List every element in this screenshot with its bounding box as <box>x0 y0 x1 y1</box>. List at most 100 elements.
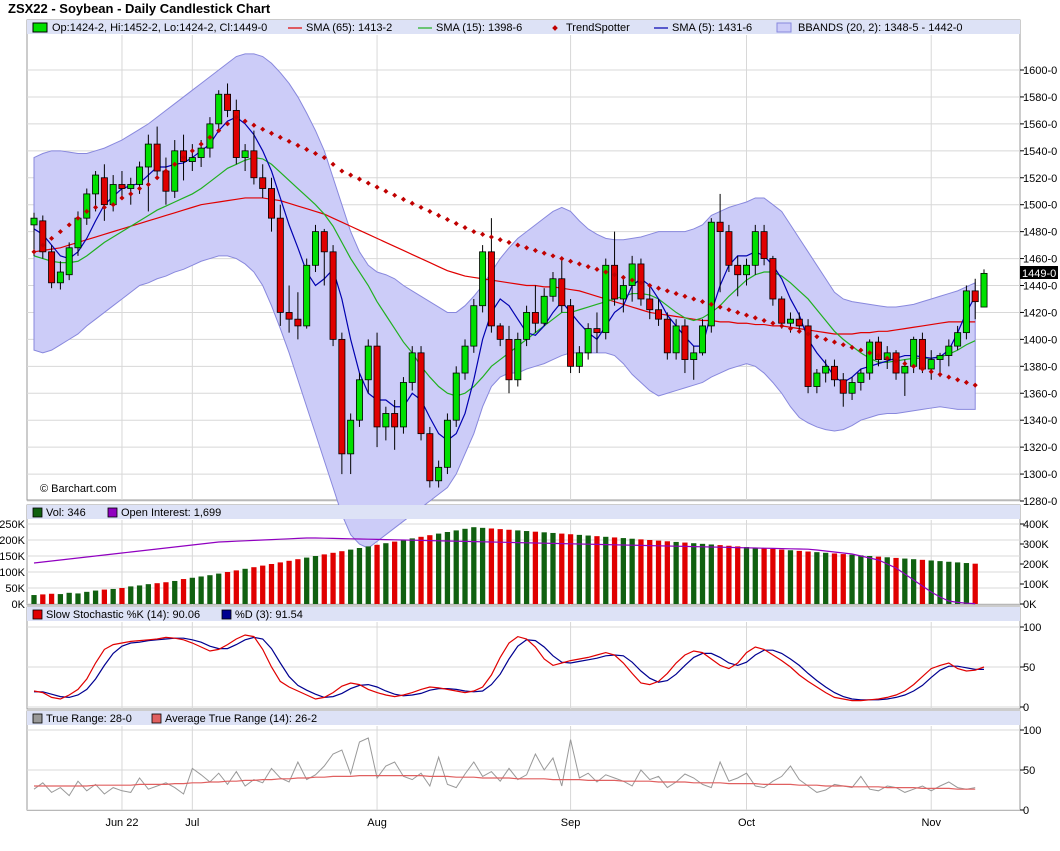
candle[interactable] <box>751 231 759 266</box>
candle[interactable] <box>584 328 592 354</box>
candle[interactable] <box>56 271 64 284</box>
volume-bar[interactable] <box>418 536 424 604</box>
candle[interactable] <box>443 419 451 468</box>
candle[interactable] <box>549 278 557 297</box>
volume-bar[interactable] <box>831 553 838 604</box>
volume-bar[interactable] <box>910 559 917 604</box>
volume-bar[interactable] <box>506 529 512 604</box>
volume-bar[interactable] <box>233 570 239 604</box>
volume-bar[interactable] <box>919 559 926 604</box>
candle[interactable] <box>303 264 311 327</box>
volume-bar[interactable] <box>664 541 670 604</box>
volume-bar[interactable] <box>260 565 266 604</box>
candle[interactable] <box>839 379 847 394</box>
candle[interactable] <box>927 359 935 370</box>
candle[interactable] <box>391 413 399 428</box>
volume-bar[interactable] <box>884 557 890 604</box>
candle[interactable] <box>435 466 443 482</box>
volume-bar[interactable] <box>814 552 820 604</box>
candle[interactable] <box>681 325 689 360</box>
volume-bar[interactable] <box>567 534 574 604</box>
volume-bar[interactable] <box>611 537 618 604</box>
candle[interactable] <box>918 338 926 370</box>
volume-bar[interactable] <box>691 543 697 604</box>
candle[interactable] <box>558 278 566 307</box>
volume-bar[interactable] <box>75 593 81 604</box>
candle[interactable] <box>408 352 416 383</box>
volume-bar[interactable] <box>840 554 846 604</box>
volume-bar[interactable] <box>523 531 530 604</box>
volume-bar[interactable] <box>849 554 855 604</box>
volume-bar[interactable] <box>708 544 714 604</box>
candle[interactable] <box>382 413 390 428</box>
volume-bar[interactable] <box>541 532 547 604</box>
candle[interactable] <box>48 251 56 284</box>
volume-bar[interactable] <box>875 556 882 604</box>
candle[interactable] <box>259 177 267 189</box>
volume-bar[interactable] <box>594 536 600 604</box>
volume-bar[interactable] <box>796 550 802 604</box>
candle[interactable] <box>602 264 610 334</box>
candle[interactable] <box>39 220 47 253</box>
candle[interactable] <box>822 365 830 374</box>
volume-bar[interactable] <box>365 546 371 604</box>
volume-bar[interactable] <box>576 534 583 604</box>
candle[interactable] <box>945 345 953 356</box>
volume-bar[interactable] <box>682 542 688 604</box>
volume-bar[interactable] <box>348 549 354 604</box>
volume-bar[interactable] <box>207 575 213 604</box>
candle[interactable] <box>874 341 882 360</box>
volume-bar[interactable] <box>409 538 415 604</box>
volume-bar[interactable] <box>172 580 178 604</box>
candle[interactable] <box>540 295 548 324</box>
volume-bar[interactable] <box>40 594 46 604</box>
volume-bar[interactable] <box>198 576 204 604</box>
candle[interactable] <box>531 312 539 324</box>
volume-bar[interactable] <box>488 528 495 604</box>
volume-bar[interactable] <box>224 572 231 604</box>
candle[interactable] <box>830 365 838 381</box>
volume-bar[interactable] <box>515 530 521 604</box>
candle[interactable] <box>188 157 196 162</box>
candle[interactable] <box>100 177 108 206</box>
candle[interactable] <box>373 345 381 428</box>
volume-bar[interactable] <box>673 541 679 604</box>
volume-bar[interactable] <box>84 591 90 604</box>
volume-bar[interactable] <box>66 592 72 604</box>
candle[interactable] <box>399 382 407 428</box>
candle[interactable] <box>804 325 812 387</box>
volume-bar[interactable] <box>216 573 222 604</box>
candle[interactable] <box>901 365 909 374</box>
volume-bar[interactable] <box>330 552 336 604</box>
candle[interactable] <box>734 264 742 276</box>
volume-bar[interactable] <box>629 538 635 604</box>
volume-bar[interactable] <box>761 548 767 604</box>
candle[interactable] <box>628 263 636 286</box>
candle[interactable] <box>567 305 575 367</box>
candle[interactable] <box>479 251 487 307</box>
candle[interactable] <box>962 290 970 334</box>
candle[interactable] <box>813 372 821 387</box>
volume-bar[interactable] <box>462 528 468 604</box>
candle[interactable] <box>417 352 425 435</box>
candle[interactable] <box>672 325 680 354</box>
candle[interactable] <box>523 312 531 340</box>
candle[interactable] <box>910 338 918 367</box>
volume-bar[interactable] <box>374 544 380 604</box>
volume-bar[interactable] <box>295 559 301 604</box>
volume-bar[interactable] <box>453 530 459 604</box>
volume-bar[interactable] <box>963 563 970 604</box>
candle[interactable] <box>954 332 962 347</box>
candle[interactable] <box>505 338 513 381</box>
volume-bar[interactable] <box>559 533 565 604</box>
candle[interactable] <box>162 170 170 192</box>
volume-bar[interactable] <box>805 551 811 604</box>
volume-bar[interactable] <box>699 543 706 604</box>
volume-bar[interactable] <box>893 557 899 604</box>
candle[interactable] <box>364 345 372 381</box>
volume-bar[interactable] <box>339 551 345 604</box>
candle[interactable] <box>866 341 874 374</box>
candle[interactable] <box>778 298 786 324</box>
candle[interactable] <box>980 272 988 308</box>
volume-bar[interactable] <box>128 586 134 604</box>
